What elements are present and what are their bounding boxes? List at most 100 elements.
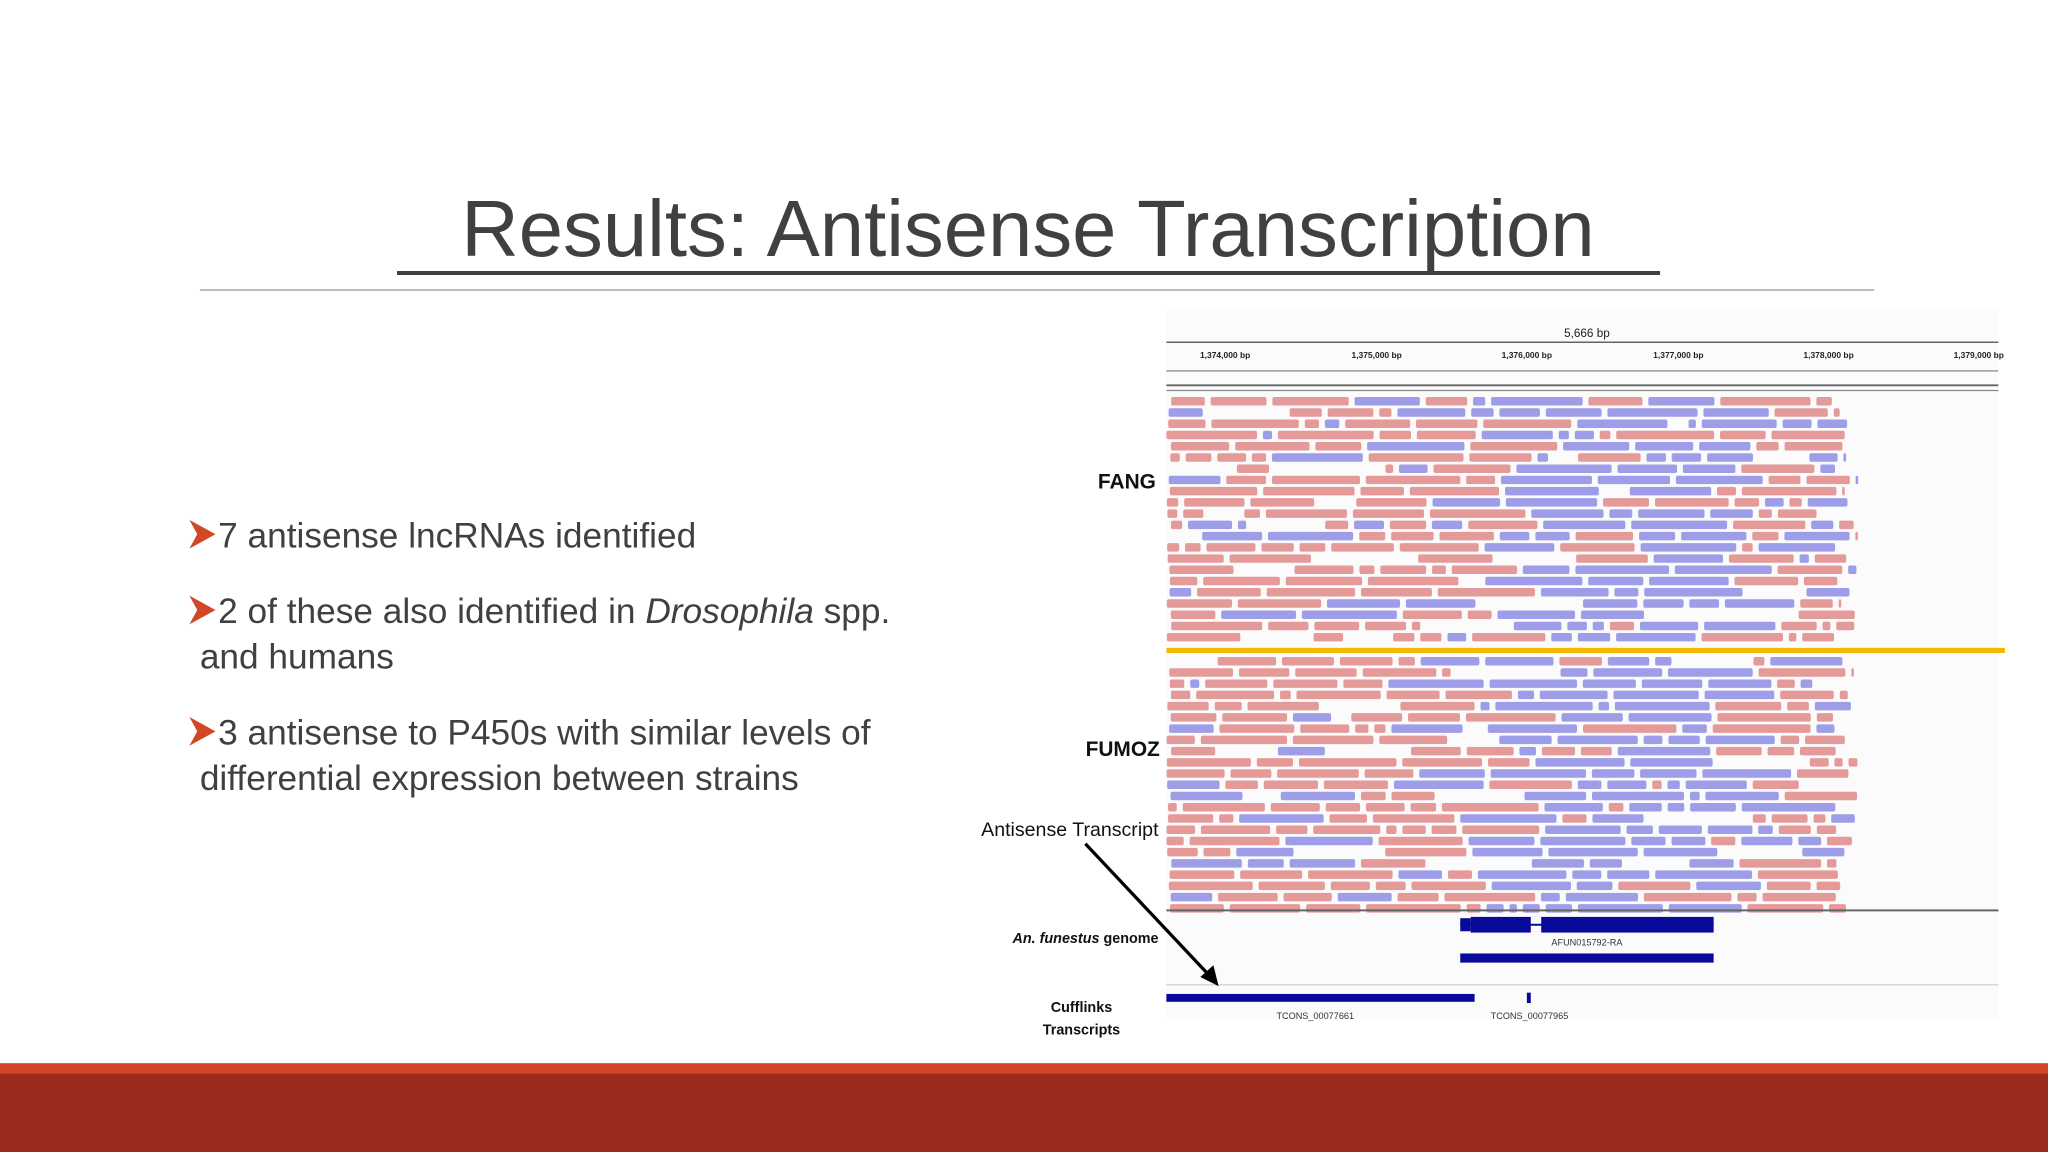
read: [1816, 397, 1832, 406]
read: [1374, 724, 1386, 733]
read: [1643, 892, 1732, 902]
read: [1168, 803, 1177, 812]
read: [1816, 724, 1835, 733]
read: [1295, 668, 1357, 677]
bullet-part: and humans: [200, 638, 394, 677]
read: [1300, 724, 1350, 733]
read: [1839, 520, 1854, 530]
read: [1800, 679, 1813, 688]
read: [1667, 668, 1753, 677]
read: [1378, 836, 1463, 846]
read: [1402, 758, 1483, 767]
read: [1766, 881, 1811, 891]
read: [1707, 825, 1753, 834]
read: [1197, 588, 1261, 597]
read: [1575, 531, 1634, 541]
read: [1572, 870, 1602, 879]
read: [1183, 509, 1204, 518]
read: [1689, 599, 1719, 608]
read: [1576, 881, 1613, 891]
read: [1168, 475, 1221, 485]
read: [1668, 735, 1700, 745]
read: [1701, 632, 1783, 642]
read: [1365, 475, 1461, 485]
read: [1752, 814, 1766, 823]
read: [1262, 430, 1273, 440]
read: [1221, 610, 1297, 619]
read: [1393, 632, 1415, 642]
read: [1648, 397, 1715, 406]
read: [1169, 724, 1214, 733]
read: [1833, 408, 1840, 417]
read: [1263, 486, 1355, 496]
read: [1704, 621, 1776, 631]
read: [1489, 679, 1578, 688]
read: [1616, 632, 1696, 642]
read: [1184, 498, 1245, 507]
read: [1188, 520, 1233, 530]
gene-name: AFUN015792-RA: [1551, 938, 1623, 948]
ruler-tick-label: 1,378,000 bp: [1803, 350, 1853, 360]
track-label: FUMOZ: [1086, 738, 1160, 761]
read: [1685, 780, 1747, 790]
read: [1185, 453, 1212, 462]
gene-utr: [1460, 918, 1471, 932]
read: [1629, 803, 1662, 812]
read: [1505, 498, 1598, 507]
read: [1806, 475, 1850, 485]
read: [1643, 735, 1663, 745]
read: [1522, 565, 1570, 575]
read: [1394, 780, 1484, 790]
read: [1203, 576, 1280, 586]
read: [1277, 430, 1374, 440]
read: [1359, 565, 1375, 575]
read: [1356, 498, 1427, 507]
read: [1768, 475, 1801, 485]
read: [1170, 453, 1180, 462]
read: [1588, 397, 1643, 406]
read: [1451, 565, 1518, 575]
gene-model: [1460, 953, 1714, 963]
read: [1379, 430, 1412, 440]
read: [1806, 588, 1850, 597]
read: [1169, 576, 1198, 586]
read: [1399, 543, 1479, 552]
read: [1170, 713, 1217, 722]
read: [1251, 453, 1267, 462]
read: [1758, 668, 1846, 677]
read: [1292, 735, 1374, 745]
read: [1466, 746, 1514, 756]
bullet-arrow: [189, 519, 216, 549]
read: [1239, 814, 1324, 823]
read: [1777, 509, 1817, 518]
read: [1386, 825, 1397, 834]
read: [1237, 599, 1322, 608]
read: [1710, 509, 1753, 518]
read: [1787, 701, 1809, 711]
read: [1225, 780, 1258, 790]
read: [1592, 791, 1684, 801]
read: [1189, 836, 1280, 846]
read: [1565, 892, 1639, 902]
read: [1609, 621, 1635, 631]
read: [1439, 531, 1494, 541]
read: [1200, 735, 1288, 745]
read: [1166, 599, 1233, 608]
read: [1616, 430, 1715, 440]
read: [1544, 803, 1603, 812]
read: [1613, 690, 1699, 700]
ruler-ticks: 1,374,000 bp 1,375,000 bp 1,376,000 bp 1…: [1200, 350, 2004, 360]
read: [1365, 803, 1405, 812]
read: [1477, 870, 1567, 879]
read: [1169, 486, 1258, 496]
read: [1580, 610, 1645, 619]
read: [1628, 713, 1712, 722]
read: [1816, 881, 1841, 891]
read: [1364, 769, 1414, 778]
read: [1497, 610, 1576, 619]
read: [1817, 419, 1848, 429]
read: [1499, 735, 1552, 745]
read: [1313, 632, 1344, 642]
transcript-bar: [1526, 992, 1531, 1004]
read: [1618, 881, 1691, 891]
